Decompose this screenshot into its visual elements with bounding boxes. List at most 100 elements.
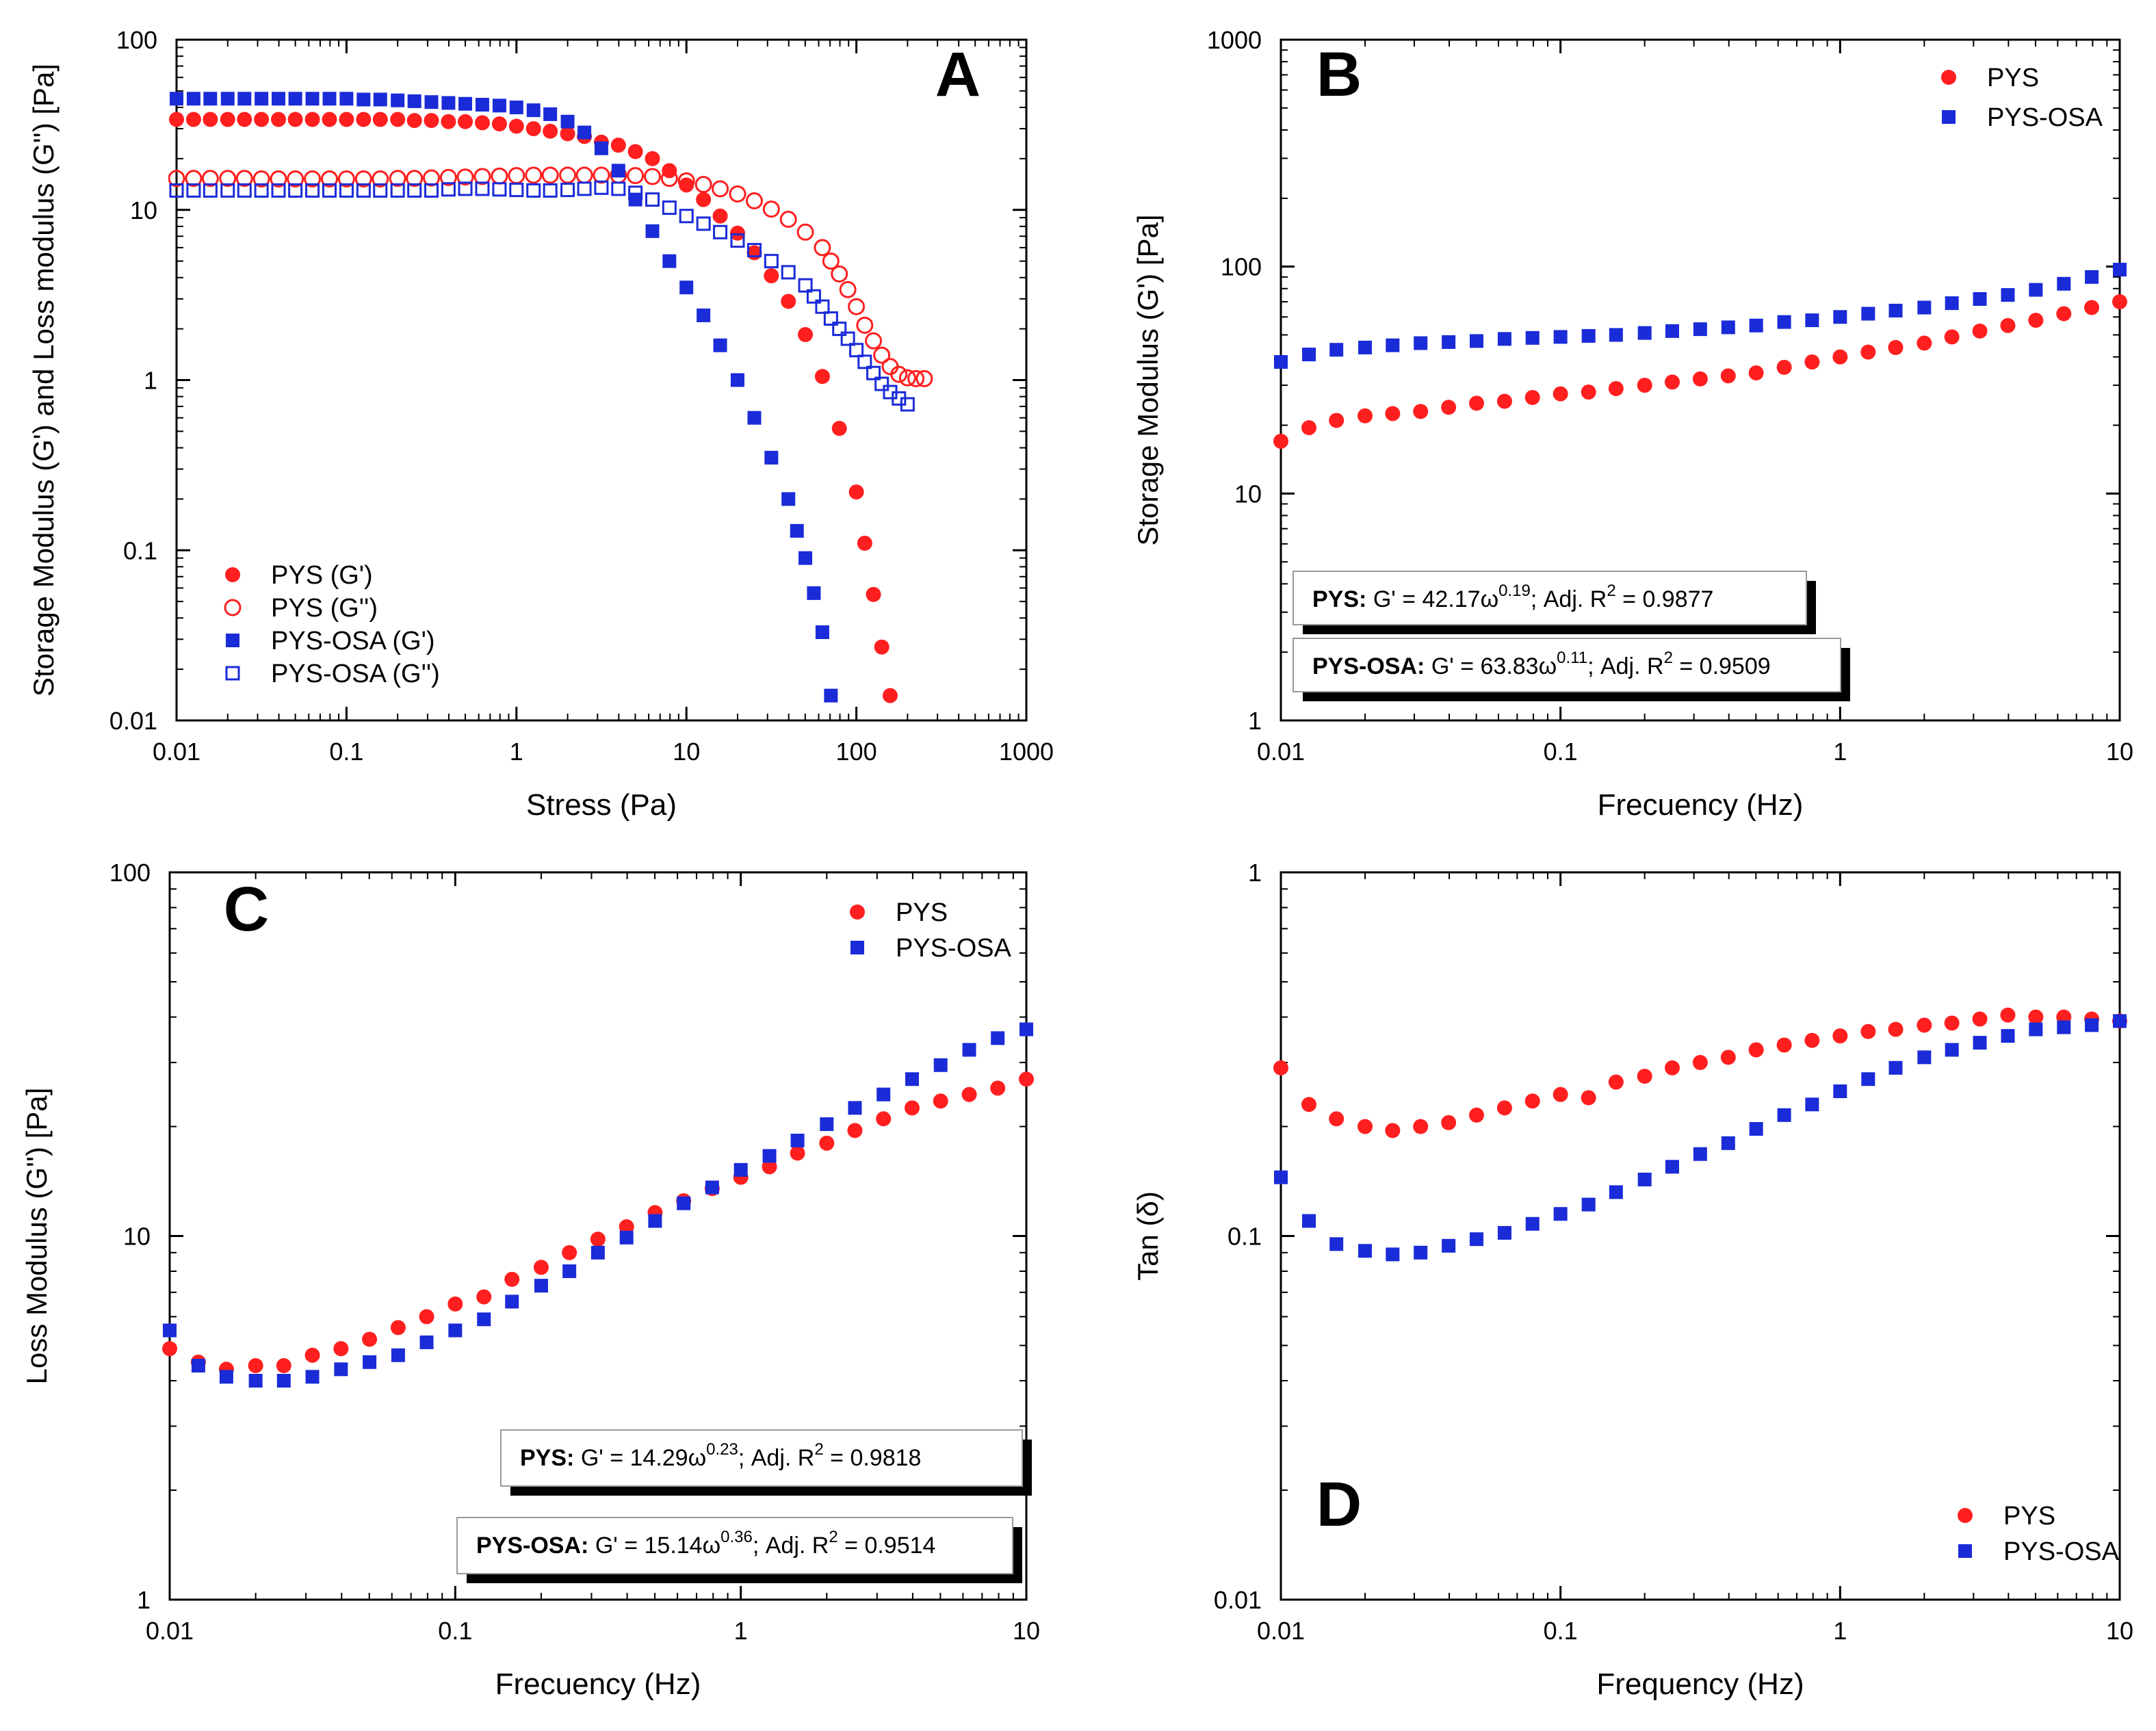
fit-r2-sup: 2 — [814, 1440, 823, 1459]
data-point — [1945, 1043, 1959, 1057]
data-point — [806, 289, 821, 304]
legend: PYS (G') PYS (G'') PYS-OSA (G') PYS-OSA (G'… — [224, 561, 440, 688]
data-point — [1637, 378, 1652, 393]
x-tick-label: 0.1 — [1544, 738, 1578, 766]
fit-box-frame — [1293, 638, 1841, 692]
legend-label: PYS — [1987, 64, 2039, 92]
x-tick-label: 10 — [2106, 1617, 2133, 1645]
x-tick-label: 0.1 — [1544, 1617, 1578, 1645]
data-point — [831, 265, 848, 283]
panel-c: 0.01 0.1 1 10 1 10 100 Frecuency (Hz) Loss Modul… — [21, 859, 1040, 1701]
x-tick-label: 0.1 — [329, 738, 363, 766]
data-point — [648, 1214, 662, 1228]
fit-expression: G' = 15.14ω — [595, 1533, 720, 1559]
data-layer — [162, 1022, 1034, 1388]
data-point — [1973, 1036, 1987, 1050]
data-point — [276, 1374, 291, 1388]
data-point — [814, 369, 830, 385]
data-point — [790, 523, 804, 538]
data-point — [1581, 1197, 1596, 1212]
data-point — [847, 1123, 863, 1138]
data-point — [424, 95, 439, 109]
plot-frame — [1280, 38, 2121, 722]
data-point — [876, 1087, 891, 1102]
data-point — [492, 99, 506, 113]
data-point — [577, 181, 592, 196]
data-point — [962, 1043, 976, 1057]
data-point — [832, 322, 847, 337]
x-tick-label: 1 — [1833, 738, 1847, 766]
data-point — [337, 170, 355, 188]
data-point — [1470, 334, 1484, 348]
data-point — [628, 185, 643, 200]
data-point — [185, 112, 201, 127]
data-point — [477, 1312, 491, 1327]
data-point — [1888, 1060, 1903, 1075]
data-point — [1470, 1232, 1484, 1247]
data-point — [162, 1341, 177, 1357]
data-point — [2085, 1018, 2099, 1032]
data-point — [933, 1093, 948, 1109]
data-point — [590, 1245, 605, 1260]
data-point — [1581, 1090, 1596, 1106]
data-point — [1917, 300, 1932, 315]
data-point — [712, 180, 729, 198]
fit-exponent: 0.23 — [706, 1440, 738, 1459]
data-point — [747, 411, 762, 425]
series-pys — [1273, 1007, 2127, 1138]
data-point — [882, 688, 898, 703]
data-point — [525, 166, 543, 184]
series-pys-g- — [168, 166, 933, 387]
legend-label: PYS (G') — [271, 561, 373, 590]
legend-marker — [226, 634, 239, 647]
data-point — [679, 177, 694, 193]
data-point — [255, 92, 269, 106]
data-point — [203, 112, 218, 127]
x-tick-label: 0.01 — [1257, 738, 1305, 766]
data-point — [169, 183, 184, 198]
data-point — [419, 1309, 434, 1325]
data-point — [476, 1289, 492, 1305]
data-point — [1832, 349, 1848, 365]
legend-marker — [850, 904, 865, 920]
data-point — [2000, 1007, 2016, 1023]
y-tick-label: 0.1 — [1228, 1223, 1262, 1251]
data-point — [729, 225, 745, 241]
data-point — [373, 92, 387, 107]
fit-box: PYS-OSA: G' = 63.83ω0.11; Adj. R2 = 0.95… — [1293, 638, 1850, 701]
y-tick-label: 0.01 — [109, 707, 157, 735]
data-point — [1637, 1172, 1652, 1186]
fit-series-name: PYS: — [520, 1445, 581, 1471]
data-point — [363, 1355, 377, 1369]
data-point — [815, 625, 829, 640]
data-point — [1385, 1123, 1401, 1138]
data-point — [1777, 315, 1791, 329]
panel-label: C — [224, 874, 269, 944]
data-point — [248, 1374, 263, 1388]
x-tick-label: 1 — [734, 1617, 748, 1645]
fit-equation: PYS: G' = 42.17ω0.19; Adj. R2 = 0.9877 — [1312, 582, 1713, 612]
y-axis-title: Storage Modulus (G') [Pa] — [1132, 214, 1164, 545]
data-point — [873, 346, 891, 364]
data-point — [391, 93, 405, 107]
data-point — [677, 172, 695, 190]
panel-d: 0.01 0.1 1 10 0.01 0.1 1 Frequency (Hz) Tan (δ) D… — [1132, 859, 2133, 1701]
data-point — [730, 233, 745, 248]
fit-r2-sup: 2 — [1664, 649, 1673, 667]
data-layer — [1273, 1007, 2127, 1262]
data-point — [898, 369, 916, 387]
data-point — [407, 183, 422, 198]
data-layer — [168, 92, 933, 703]
data-point — [203, 92, 218, 106]
data-point — [1469, 395, 1485, 411]
panel-a: 0.01 0.1 1 10 100 1000 0.01 0.1 1 10 100 Stress (Pa… — [27, 26, 1054, 822]
data-point — [798, 327, 814, 343]
data-point — [823, 311, 838, 326]
series-pys-osa — [1274, 1014, 2127, 1262]
data-point — [575, 166, 593, 184]
data-point — [272, 92, 286, 106]
fit-r2-label: ; Adj. R — [738, 1445, 814, 1471]
y-tick-label: 1000 — [1207, 26, 1262, 54]
data-point — [305, 92, 320, 106]
data-point — [534, 1279, 548, 1293]
